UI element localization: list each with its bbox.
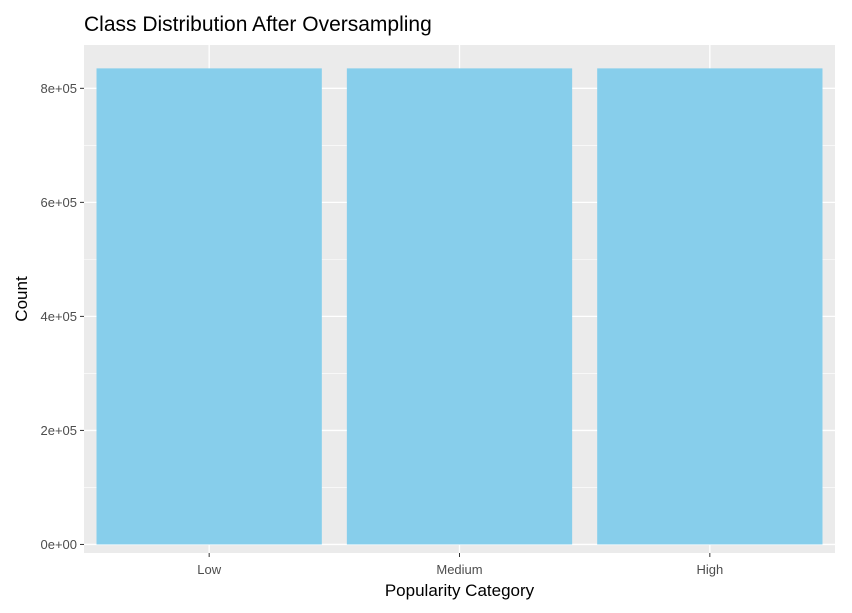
y-tick-label: 6e+05 <box>40 195 77 210</box>
x-tick-label: Low <box>197 562 221 577</box>
y-tick-label: 4e+05 <box>40 309 77 324</box>
chart-title: Class Distribution After Oversampling <box>84 13 432 36</box>
bar-low <box>96 68 322 545</box>
bar-medium <box>346 68 573 545</box>
x-tick-label: Medium <box>436 562 482 577</box>
x-axis-title: Popularity Category <box>385 581 535 600</box>
bars <box>96 68 823 545</box>
y-axis-title: Count <box>12 276 31 322</box>
x-tick-label: High <box>696 562 723 577</box>
y-tick-label: 2e+05 <box>40 423 77 438</box>
x-axis: Low Medium High <box>197 553 723 577</box>
y-tick-label: 0e+00 <box>40 537 77 552</box>
y-tick-label: 8e+05 <box>40 81 77 96</box>
bar-high <box>597 68 823 545</box>
y-axis: 0e+00 2e+05 4e+05 6e+05 8e+05 <box>40 81 84 552</box>
